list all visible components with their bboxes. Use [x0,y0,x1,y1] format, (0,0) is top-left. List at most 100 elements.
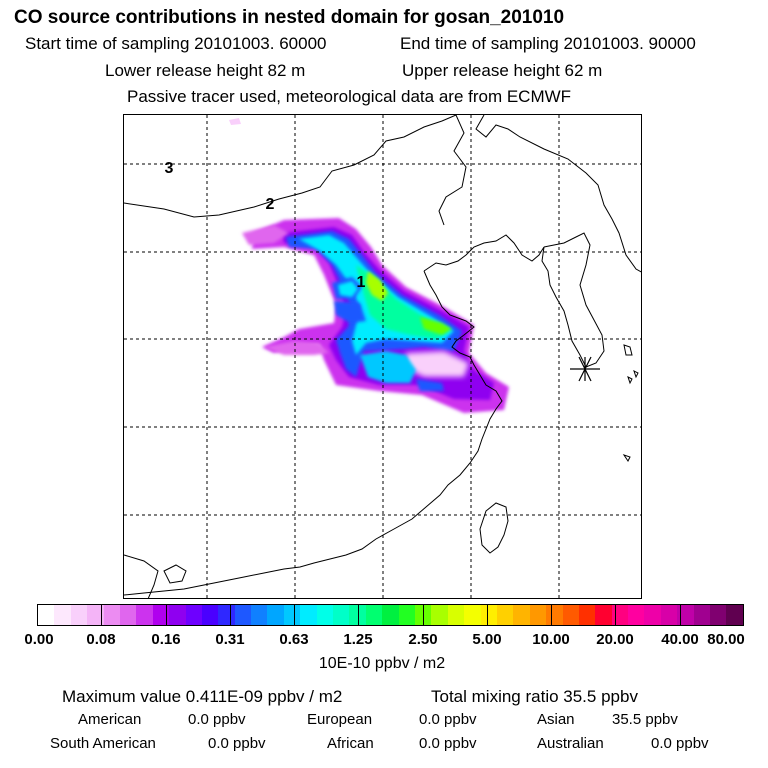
maximum-value-text: Maximum value 0.411E-09 ppbv / m2 [62,687,343,706]
colorbar-cell [398,605,415,625]
map-canvas [124,115,641,598]
colorbar-cell [300,605,317,625]
lat-lon-grid [124,115,641,598]
colorbar-cell [267,605,284,625]
colorbar-cell [103,605,120,625]
australian-label: Australian [537,735,604,752]
colorbar-tick-label: 10.00 [532,631,570,648]
colorbar-cell [316,605,334,625]
map-frame: 3 2 1 [123,114,642,599]
asian-value: 35.5 ppbv [612,711,678,728]
colorbar-tick-mark [551,604,552,626]
colorbar-cell [185,605,202,625]
colorbar-tick-mark [101,604,102,626]
colorbar-cell [152,605,170,625]
colorbar-tick-label: 0.31 [215,631,245,648]
start-time-text: Start time of sampling 20101003. 60000 [25,34,327,53]
plume-green-east [420,317,452,335]
coast-bohai [423,234,545,272]
colorbar-tick-label: 40.00 [661,631,699,648]
colorbar-tick-mark [423,604,424,626]
colorbar-tick-label: 20.00 [596,631,634,648]
colorbar-cell [283,605,301,625]
coast-shandong [124,270,503,596]
end-time-text: End time of sampling 20101003. 90000 [400,34,696,53]
plume-west-top [242,225,289,245]
coast-korea [541,232,605,368]
colorbar-tick-mark [230,604,231,626]
european-value: 0.0 ppbv [419,711,477,728]
border-manchuria [438,115,467,226]
asian-label: Asian [537,711,575,728]
african-value: 0.0 ppbv [419,735,477,752]
plume-cyan-west [338,281,358,297]
colorbar-cell [38,605,55,625]
colorbar-cell [70,605,88,625]
colorbar-cell [578,605,596,625]
plume-cyan-south [360,351,416,383]
upper-release-text: Upper release height 62 m [402,61,603,80]
colorbar-cell [136,605,153,625]
plume-faint-north [229,118,241,125]
border-inland-south [124,554,159,598]
colorbar-tick-label: 5.00 [472,631,502,648]
colorbar-cell [447,605,465,625]
receptor-asterisk-icon [570,356,600,382]
border-northeast [475,115,641,273]
colorbar-cell [201,605,219,625]
australian-value: 0.0 ppbv [651,735,709,752]
colorbar-cell [464,605,481,625]
colorbar-unit: 10E-10 ppbv / m2 [318,655,446,672]
colorbar-cell [119,605,137,625]
colorbar [37,604,744,626]
colorbar-cell [431,605,448,625]
colorbar-cell [562,605,579,625]
colorbar-cell [349,605,366,625]
colorbar-tick-mark [487,604,488,626]
colorbar-tick-label: 0.00 [24,631,54,648]
region-label-3: 3 [164,160,174,177]
colorbar-tick-mark [166,604,167,626]
plume-blue-south [416,379,444,391]
colorbar-tick-label: 1.25 [343,631,373,648]
colorbar-cell [333,605,350,625]
region-label-1: 1 [356,274,366,291]
colorbar-tick-label: 0.63 [279,631,309,648]
south-american-label: South American [50,735,156,752]
colorbar-cell [595,605,612,625]
colorbar-tick-label: 0.16 [151,631,181,648]
colorbar-cell [218,605,235,625]
colorbar-tick-label: 0.08 [86,631,116,648]
plume-yellowgreen [366,271,388,301]
coastlines-and-borders [124,115,641,598]
south-american-value: 0.0 ppbv [208,735,266,752]
colorbar-cell [644,605,661,625]
colorbar-cell [726,605,743,625]
colorbar-cell [87,605,104,625]
colorbar-tick-mark [358,604,359,626]
colorbar-cell [710,605,727,625]
page-title: CO source contributions in nested domain… [14,7,565,28]
concentration-plume [229,118,509,413]
total-mixing-ratio-text: Total mixing ratio 35.5 ppbv [431,687,638,706]
colorbar-cell [234,605,252,625]
colorbar-cell [513,605,530,625]
plume-blue-mid [334,301,366,323]
colorbar-cell [546,605,563,625]
colorbar-tick-label: 80.00 [707,631,745,648]
colorbar-cell [365,605,383,625]
colorbar-cell [496,605,514,625]
colorbar-cell [660,605,678,625]
colorbar-cell [693,605,711,625]
border-north [124,115,457,218]
colorbar-cell [628,605,645,625]
coast-taiwan [479,502,509,554]
tracer-note-text: Passive tracer used, meteorological data… [127,87,572,106]
region-label-2: 2 [265,196,275,213]
african-label: African [327,735,374,752]
colorbar-tick-label: 2.50 [408,631,438,648]
colorbar-tick-mark [680,604,681,626]
european-label: European [307,711,373,728]
colorbar-cell [251,605,268,625]
island-hainan [163,564,187,584]
